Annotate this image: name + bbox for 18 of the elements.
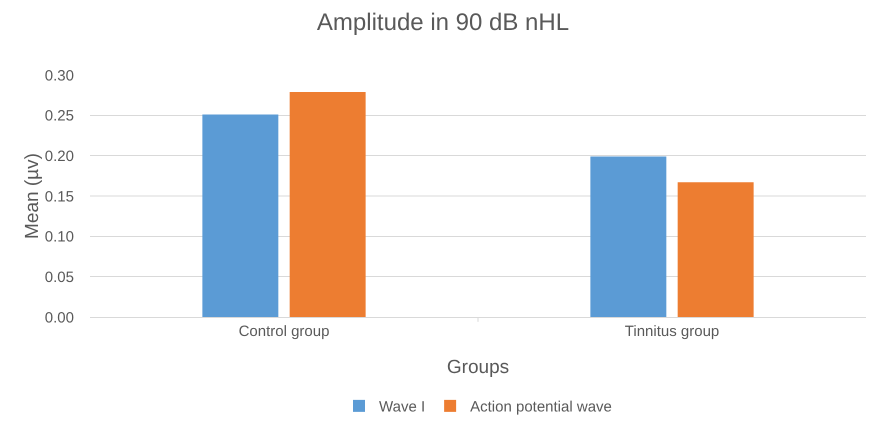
y-axis-title: Mean (µv)	[22, 153, 43, 239]
chart-title: Amplitude in 90 dB nHL	[316, 9, 570, 36]
bar	[290, 92, 366, 317]
y-tick-label: 0.30	[44, 67, 74, 84]
legend-label: Action potential wave	[470, 398, 612, 416]
bar	[678, 182, 754, 317]
y-tick-label: 0.25	[44, 108, 74, 125]
y-tick-label: 0.05	[44, 268, 74, 286]
x-tick-label: Tinnitus group	[624, 323, 720, 340]
y-tick-label: 0.20	[44, 148, 74, 165]
bar	[202, 114, 278, 317]
x-tick-label: Control group	[238, 323, 330, 340]
y-tick-label: 0.15	[44, 188, 74, 206]
x-axis-title: Groups	[446, 356, 510, 378]
bar	[590, 156, 666, 317]
y-tick-label: 0.10	[44, 228, 74, 246]
legend-label: Wave I	[379, 398, 426, 416]
y-tick-label: 0.00	[44, 309, 74, 326]
